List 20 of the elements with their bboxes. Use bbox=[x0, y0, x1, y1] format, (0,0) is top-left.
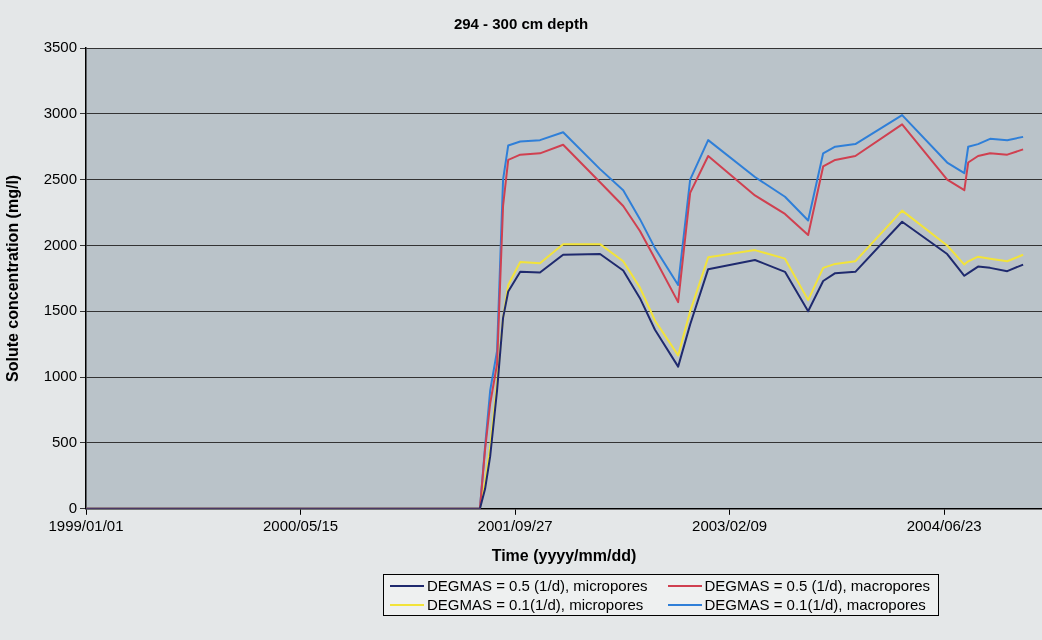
y-tick-label: 1000 bbox=[43, 367, 77, 385]
y-tick-label: 1500 bbox=[43, 301, 77, 319]
y-tick-label: 0 bbox=[68, 498, 77, 516]
legend-label: DEGMAS = 0.5 (1/d), macropores bbox=[704, 576, 930, 595]
x-axis-title: Time (yyyy/mm/dd) bbox=[491, 546, 637, 564]
x-tick-label: 2004/06/23 bbox=[906, 516, 982, 534]
legend-label: DEGMAS = 0.1(1/d), macropores bbox=[704, 595, 926, 614]
x-tick-label: 2001/09/27 bbox=[477, 516, 553, 534]
y-tick-label: 500 bbox=[51, 433, 77, 451]
legend-label: DEGMAS = 0.5 (1/d), micropores bbox=[427, 576, 648, 595]
chart-title: 294 - 300 cm depth bbox=[453, 15, 589, 33]
y-tick-label: 2500 bbox=[43, 169, 77, 187]
x-tick-label: 2000/05/15 bbox=[263, 516, 339, 534]
y-tick-label: 2000 bbox=[43, 235, 77, 253]
x-tick-label: 1999/01/01 bbox=[48, 516, 124, 534]
y-tick-label: 3000 bbox=[43, 103, 77, 121]
y-tick-label: 3500 bbox=[43, 38, 77, 56]
y-axis-title: Solute concentration (mg/l) bbox=[4, 174, 22, 382]
legend-label: DEGMAS = 0.1(1/d), micropores bbox=[427, 595, 644, 614]
x-tick-label: 2003/02/09 bbox=[692, 516, 768, 534]
